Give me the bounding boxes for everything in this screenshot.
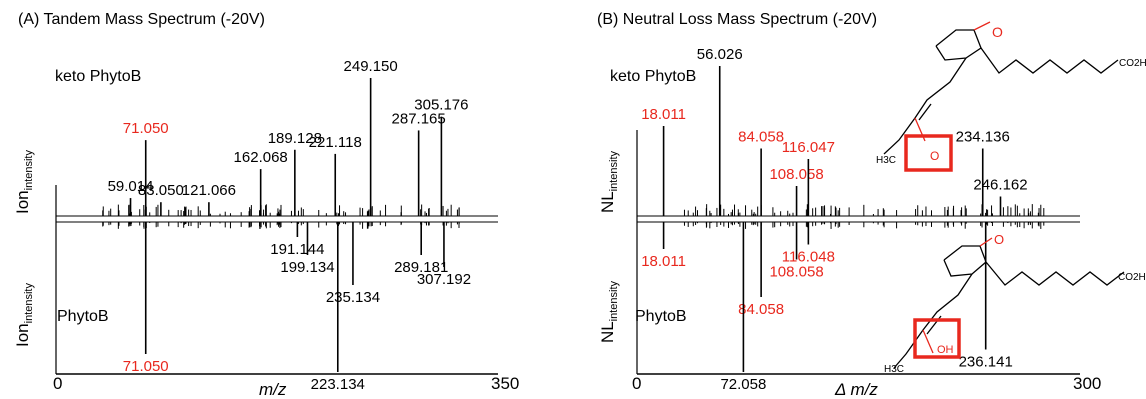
panel-a-top-peak-label: 121.066: [182, 182, 236, 199]
panel-b-xlabel: Δ m/z: [834, 380, 878, 399]
double-bond-top: [918, 103, 932, 121]
phytob-structure: [893, 237, 1125, 369]
panel-a-top-peak-label: 71.050: [123, 120, 169, 137]
panel-a-title: (A) Tandem Mass Spectrum (-20V): [18, 11, 265, 28]
panel-a-bottom-peak-label: 71.050: [123, 358, 169, 375]
panel-b-bottom-peak-label: 116.048: [782, 249, 835, 266]
panel-b-bottom-peak-label: 236.141: [959, 354, 1013, 371]
panel-b-bottom-label: PhytoB: [635, 308, 687, 325]
hydroxyl-highlight-box: [913, 318, 961, 359]
panel-b-xtick-300: 300: [1073, 374, 1101, 393]
panel-a-bottom-peak-label: 223.134: [311, 376, 365, 393]
svg-text:NLintensity: NLintensity: [598, 280, 620, 343]
methyl-label-bottom: H3C: [884, 364, 904, 375]
panel-b-bottom-peak-label: 72.058: [720, 376, 766, 393]
panel-a-bottom-peak-label: 307.192: [417, 271, 471, 288]
keto-phytob-structure: [883, 21, 1119, 172]
panel-a-bottom-peak-label: 289.181: [394, 259, 448, 276]
panel-a-top-peak-label: 221.118: [309, 134, 362, 151]
svg-text:Ionintensity: Ionintensity: [13, 150, 35, 214]
panel-b-top-peak-label: 116.047: [782, 139, 835, 156]
panel-a-bottom-peak-label: 191.144: [270, 241, 324, 258]
octanoic-chain-bottom: [985, 261, 1125, 286]
panel-b-bottom-peak-label: 84.058: [738, 301, 784, 318]
keto-highlight-box: [904, 134, 953, 172]
panel-a-top-peak-label: 287.165: [392, 110, 446, 127]
panel-a-xtick-0: 0: [53, 374, 62, 393]
panel-b-top-peak-label: 108.058: [769, 166, 823, 183]
panel-a-top-peak-label: 59.014: [108, 178, 154, 195]
panel-a-top-peak-label: 189.128: [268, 130, 322, 147]
panel-a-top-peak-label: 249.150: [344, 58, 398, 75]
octanoic-chain-top: [980, 47, 1119, 74]
hydroxyl-oh-label: OH: [937, 344, 954, 356]
panel-b-top-peak-label: 84.058: [738, 129, 784, 146]
panel-a-top-peak-label: 83.050: [138, 182, 184, 199]
panel-a-ylabel-top: Ionintensity: [13, 150, 35, 214]
panel-a-xtick-350: 350: [491, 374, 519, 393]
acid-label-top: CO2H: [1119, 58, 1146, 69]
ketone-o-top: O: [992, 24, 1003, 40]
panel-b-xtick-0: 0: [632, 374, 641, 393]
cyclopentenone-ring-bottom: [943, 245, 987, 277]
keto-o-label: O: [930, 149, 939, 163]
panel-a-top-peak-label: 162.068: [234, 149, 288, 166]
ketone-bond-top: [973, 21, 991, 31]
cyclopentenone-ring-top: [935, 29, 982, 61]
panel-a-bottom-peak-label: 235.134: [326, 289, 380, 306]
panel-a-ylabel-bottom: Ionintensity: [13, 283, 35, 347]
panel-b-ylabel-bottom: NLintensity: [598, 280, 620, 343]
panel-b-top-label: keto PhytoB: [610, 68, 696, 85]
ketone-o-bottom: O: [994, 232, 1004, 247]
panel-b-bottom-peak-label: 18.011: [641, 253, 686, 270]
side-chain-top: [883, 57, 967, 155]
panel-b-title: (B) Neutral Loss Mass Spectrum (-20V): [597, 11, 877, 28]
hydroxyl-bond-bottom: [922, 329, 934, 354]
panel-a-top-label: keto PhytoB: [55, 68, 141, 85]
acid-label-bottom: CO2H: [1118, 272, 1146, 283]
methyl-label-top: H3C: [876, 155, 896, 166]
panel-b-bottom-peak-label: 108.058: [769, 264, 823, 281]
panel-b-marks: 18.011 56.026 84.058 108.058 116.047 234.136 2…: [636, 46, 1080, 393]
panel-b-ylabel-top: NLintensity: [598, 150, 620, 213]
svg-text:NLintensity: NLintensity: [598, 150, 620, 213]
panel-a-top-peak-label: 305.176: [414, 97, 468, 114]
panel-a-bottom-label: PhytoB: [57, 308, 109, 325]
panel-a-xlabel: m/z: [259, 380, 287, 399]
panel-b-top-peak-label: 56.026: [697, 46, 743, 63]
panel-b-top-peak-label: 234.136: [956, 129, 1010, 146]
panel-a-marks: 59.01471.05083.050121.066162.068189.1282…: [55, 58, 498, 393]
panel-b-top-peak-label: 18.011: [641, 106, 686, 123]
panel-b-top-peak-label: 246.162: [973, 177, 1027, 194]
ketone-bond-bottom: [979, 237, 993, 247]
svg-text:Ionintensity: Ionintensity: [13, 283, 35, 347]
panel-a-bottom-peak-label: 199.134: [280, 259, 334, 276]
